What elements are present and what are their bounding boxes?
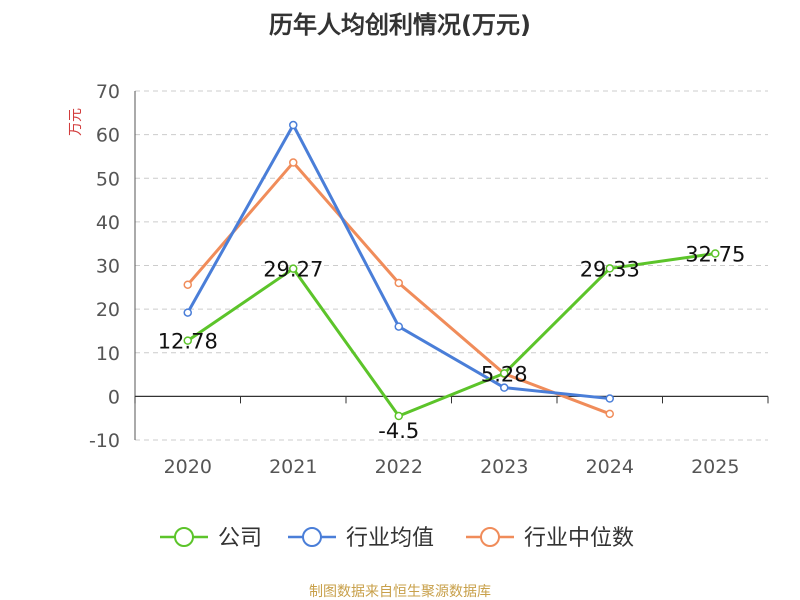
data-point[interactable] [183, 336, 192, 345]
y-tick-label: 20 [96, 299, 120, 321]
x-tick-label: 2024 [586, 456, 634, 478]
x-tick-label: 2021 [269, 456, 317, 478]
x-tick-label: 2022 [375, 456, 423, 478]
legend-marker[interactable] [480, 527, 500, 547]
source-note: 制图数据来自恒生聚源数据库 [309, 584, 491, 600]
y-tick-label: 0 [108, 386, 120, 408]
data-label: -4.5 [378, 419, 419, 443]
legend-marker[interactable] [302, 527, 322, 547]
data-point[interactable] [605, 409, 614, 419]
data-label: 29.27 [263, 258, 323, 282]
y-tick-label: -10 [89, 430, 120, 452]
data-label: 29.33 [580, 257, 640, 281]
data-point[interactable] [289, 120, 298, 130]
axes: -10 0 10 20 30 40 50 60 70 2020 2021 2022 2023 2024 20… [89, 81, 769, 478]
data-point[interactable] [711, 249, 720, 258]
y-tick-label: 70 [96, 81, 120, 103]
grid-lines [135, 90, 768, 441]
data-label: 12.78 [158, 330, 218, 354]
legend: 公司 行业均值 行业中位数 [160, 526, 634, 551]
data-point[interactable] [500, 369, 509, 378]
x-tick-label: 2023 [480, 456, 528, 478]
legend-marker[interactable] [174, 527, 194, 547]
y-tick-label: 30 [96, 256, 120, 278]
y-tick-label: 60 [96, 125, 120, 147]
legend-label[interactable]: 公司 [218, 526, 262, 551]
data-label: 32.75 [685, 243, 745, 267]
y-axis-label: 万元 [68, 108, 84, 136]
series-line-0 [186, 252, 716, 418]
data-labels: 12.78 29.27 -4.5 5.28 29.33 32.75 [158, 243, 746, 444]
data-point[interactable] [183, 280, 192, 289]
data-point[interactable] [394, 322, 403, 331]
data-point[interactable] [605, 264, 614, 273]
data-point[interactable] [500, 383, 509, 392]
data-point[interactable] [289, 158, 298, 167]
x-tick-label: 2020 [164, 456, 212, 478]
series-line-1 [186, 123, 610, 401]
x-tick-label: 2025 [691, 456, 739, 478]
series-layer [183, 120, 720, 421]
legend-label[interactable]: 行业中位数 [524, 526, 634, 551]
data-label: 5.28 [481, 362, 528, 386]
data-point[interactable] [605, 394, 614, 403]
data-point[interactable] [183, 308, 192, 317]
data-point[interactable] [394, 278, 403, 288]
y-tick-label: 10 [96, 343, 120, 365]
y-tick-label: 40 [96, 212, 120, 234]
data-point[interactable] [394, 411, 403, 421]
legend-label[interactable]: 行业均值 [346, 526, 434, 551]
chart-title: 历年人均创利情况(万元) [269, 11, 531, 39]
y-tick-label: 50 [96, 168, 120, 190]
data-point[interactable] [289, 264, 298, 273]
